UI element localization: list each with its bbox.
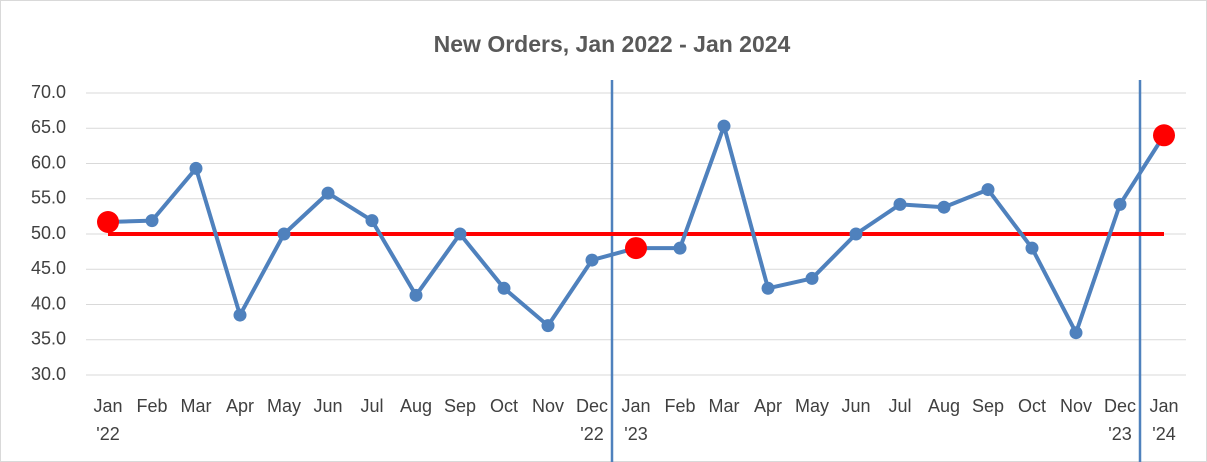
y-tick-label: 50.0 [31, 223, 66, 243]
y-tick-label: 40.0 [31, 293, 66, 313]
point-marker [497, 281, 511, 295]
point-marker [849, 227, 863, 241]
x-tick-label: Nov [1060, 396, 1092, 416]
x-tick-label: Oct [1018, 396, 1046, 416]
y-tick-label: 55.0 [31, 188, 66, 208]
point-marker [981, 183, 995, 197]
point-marker [893, 197, 907, 211]
x-tick-label: Jun [313, 396, 342, 416]
highlight-marker [97, 211, 119, 234]
x-tick-label: Jul [360, 396, 383, 416]
point-marker [541, 319, 555, 333]
point-marker [585, 253, 599, 267]
x-tick-label: Jan '23 [621, 396, 650, 444]
point-marker [453, 227, 467, 241]
point-marker [233, 308, 247, 322]
point-marker [717, 119, 731, 133]
point-marker [673, 241, 687, 255]
x-tick-label: Apr [754, 396, 782, 416]
point-marker [1113, 197, 1127, 211]
x-tick-label: Mar [709, 396, 740, 416]
y-tick-label: 70.0 [31, 82, 66, 102]
x-tick-label: Jun [841, 396, 870, 416]
x-tick-label: Feb [664, 396, 695, 416]
x-tick-label: Nov [532, 396, 564, 416]
point-marker [1025, 241, 1039, 255]
y-tick-label: 45.0 [31, 258, 66, 278]
x-tick-label: Apr [226, 396, 254, 416]
y-tick-label: 65.0 [31, 117, 66, 137]
x-tick-label: Jan '24 [1149, 396, 1178, 444]
y-tick-label: 30.0 [31, 364, 66, 384]
point-marker [805, 271, 819, 285]
chart-title: New Orders, Jan 2022 - Jan 2024 [434, 31, 791, 57]
x-tick-label: Dec '23 [1104, 396, 1136, 444]
point-marker [189, 161, 203, 175]
x-tick-label: May [267, 396, 301, 416]
y-tick-label: 60.0 [31, 152, 66, 172]
x-tick-label: Sep [444, 396, 476, 416]
point-marker [1069, 326, 1083, 340]
x-tick-label: Jan '22 [93, 396, 122, 444]
highlight-marker [625, 237, 647, 260]
x-tick-label: May [795, 396, 829, 416]
point-marker [321, 186, 335, 200]
x-tick-label: Mar [181, 396, 212, 416]
x-tick-label: Oct [490, 396, 518, 416]
point-marker [409, 288, 423, 302]
highlight-marker [1153, 124, 1175, 147]
x-tick-label: Aug [928, 396, 960, 416]
point-marker [937, 200, 951, 214]
x-tick-label: Sep [972, 396, 1004, 416]
point-marker [145, 214, 159, 228]
x-tick-label: Aug [400, 396, 432, 416]
x-tick-label: Dec '22 [576, 396, 608, 444]
y-tick-label: 35.0 [31, 329, 66, 349]
point-marker [277, 227, 291, 241]
point-marker [761, 281, 775, 295]
x-tick-label: Feb [136, 396, 167, 416]
point-marker [365, 214, 379, 228]
x-tick-label: Jul [888, 396, 911, 416]
